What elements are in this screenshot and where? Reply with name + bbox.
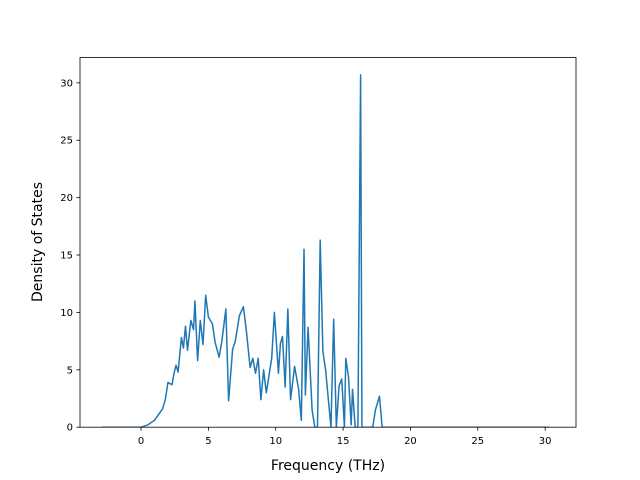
x-tick-label: 0 <box>138 436 144 447</box>
x-tick-label: 20 <box>404 436 417 447</box>
y-tick-label: 0 <box>67 423 73 434</box>
y-tick-label: 10 <box>60 308 73 319</box>
y-tick-label: 30 <box>60 78 73 89</box>
y-tick-label: 25 <box>60 136 73 147</box>
plot-frame <box>79 57 577 428</box>
x-tick-label: 5 <box>205 436 211 447</box>
y-axis-label: Density of States <box>30 182 46 302</box>
x-tick-label: 30 <box>539 436 552 447</box>
x-tick-label: 10 <box>269 436 282 447</box>
y-tick-label: 20 <box>60 193 73 204</box>
x-axis-label: Frequency (THz) <box>271 458 385 474</box>
y-tick-label: 15 <box>60 251 73 262</box>
x-tick-label: 25 <box>471 436 484 447</box>
x-tick-label: 15 <box>337 436 350 447</box>
y-tick-label: 5 <box>67 365 73 376</box>
data-line <box>101 74 550 428</box>
